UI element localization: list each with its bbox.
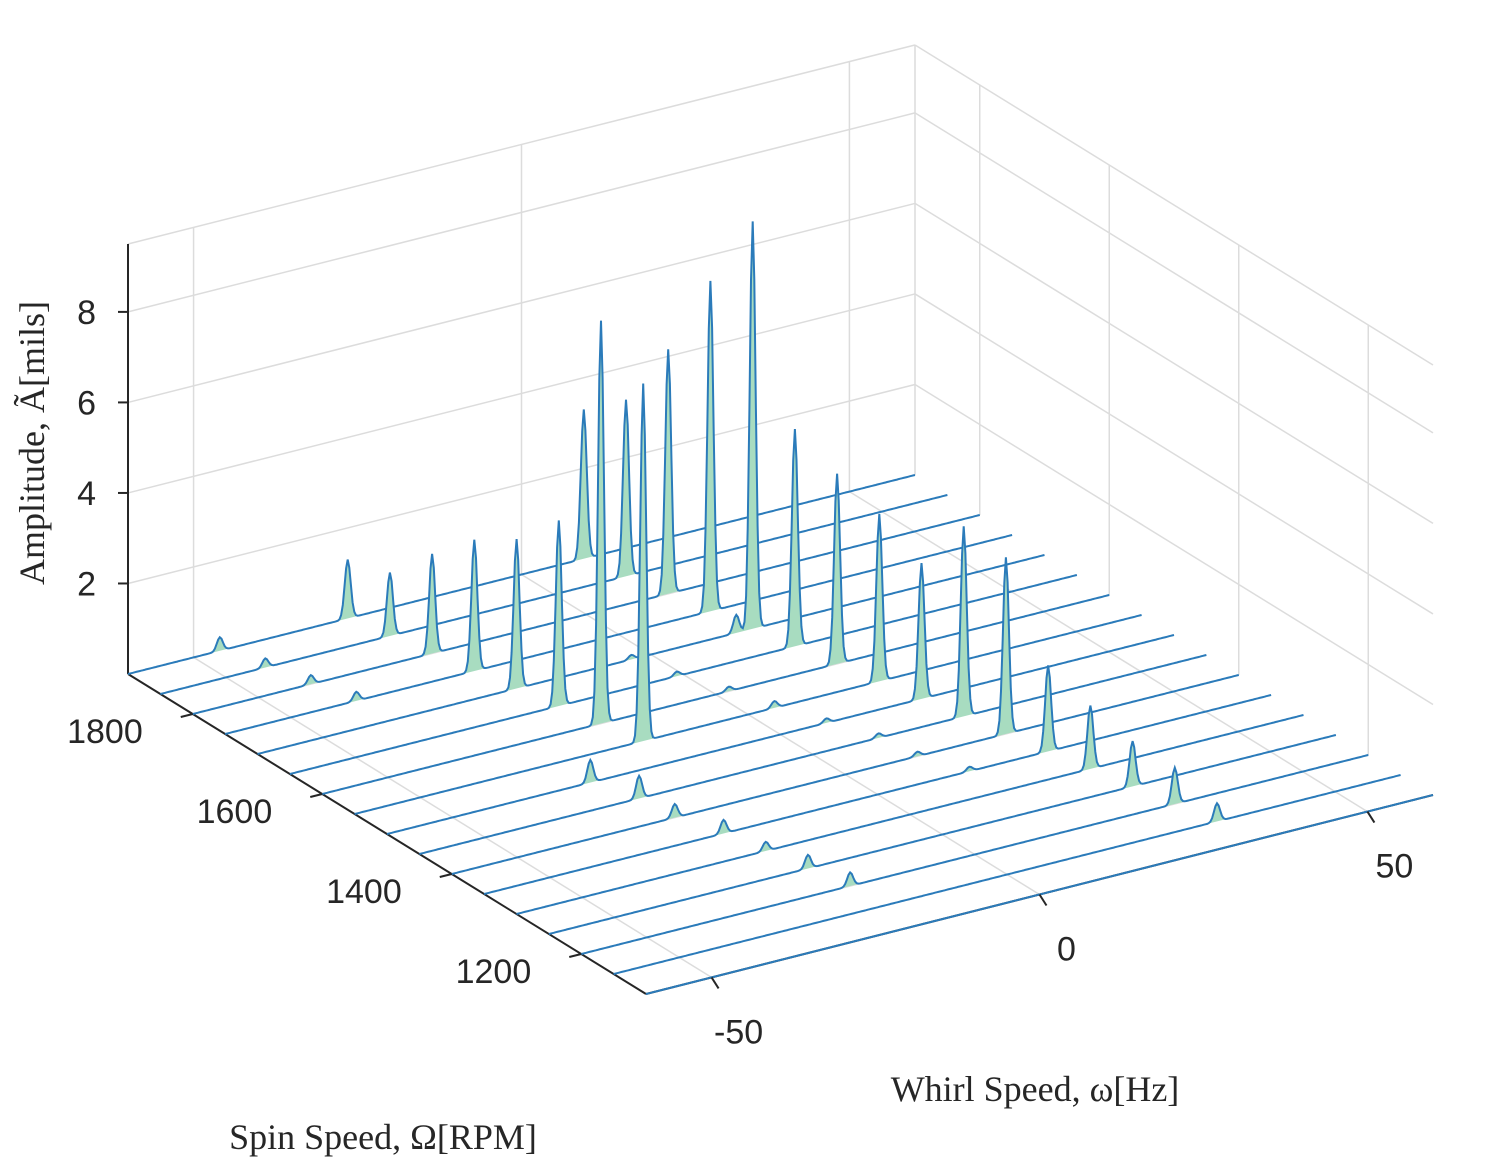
z-tick-label: 8 (77, 294, 96, 332)
series-line-1300 (516, 705, 1304, 915)
x-tick-mark--50 (710, 976, 720, 989)
series-line-1900 (127, 409, 916, 675)
y-tick-label: 1200 (456, 953, 532, 991)
y-tick-mark-1800 (180, 713, 193, 718)
x-tick-label: -50 (714, 1013, 763, 1051)
y-tick-mark-1400 (439, 873, 452, 878)
series-fill-1650 (289, 429, 1077, 774)
y-tick-label: 1600 (197, 793, 273, 831)
grid-line-z-side-4 (914, 293, 1434, 615)
series-line-1850 (160, 399, 948, 695)
axes-layer (127, 244, 1434, 995)
series-line-1700 (257, 221, 1045, 755)
grid-line-z-side-2 (914, 383, 1434, 706)
series-line-1500 (386, 563, 1175, 835)
x-tick-label: 50 (1376, 848, 1414, 886)
series-layer (127, 221, 1434, 995)
z-axis-label: Amplitude, Ã[mils] (12, 301, 52, 585)
series-line-1350 (483, 665, 1272, 895)
grid-top-back-edge (127, 44, 916, 245)
y-tick-mark-1200 (569, 953, 582, 958)
x-axis-label: Whirl Speed, ω[Hz] (891, 1069, 1180, 1109)
series-line-1250 (548, 734, 1337, 935)
series-line-1800 (192, 349, 981, 715)
grid-layer (127, 44, 1434, 979)
series-line-1750 (224, 280, 1013, 735)
series-line-1650 (289, 428, 1078, 775)
grid-line-z-side-6 (914, 202, 1434, 525)
series-fill-1450 (419, 526, 1207, 854)
ticks-layer: -50 0 50 1200 1400 1600 1800 2 4 6 8 (67, 294, 1413, 1052)
y-tick-label: 1400 (326, 873, 402, 911)
z-tick-label: 2 (77, 565, 96, 603)
series-line-1400 (451, 557, 1240, 875)
z-tick-label: 6 (77, 384, 96, 422)
series-line-1150 (613, 774, 1401, 975)
x-tick-mark-0 (1038, 893, 1048, 907)
x-tick-mark-50 (1366, 811, 1376, 824)
x-tick-label: 0 (1057, 931, 1076, 969)
y-tick-label: 1800 (67, 713, 143, 751)
y-axis-label: Spin Speed, Ω[RPM] (229, 1117, 537, 1157)
series-line-1600 (322, 320, 1110, 795)
series-fill-1500 (387, 563, 1174, 834)
series-line-1450 (419, 526, 1207, 855)
grid-top-side-edge (914, 44, 1434, 366)
grid-line-z-side-8 (914, 112, 1434, 434)
series-fill-1750 (225, 280, 1013, 734)
y-tick-mark-1600 (310, 793, 323, 798)
series-line-1200 (581, 754, 1369, 955)
z-tick-label: 4 (77, 475, 96, 513)
